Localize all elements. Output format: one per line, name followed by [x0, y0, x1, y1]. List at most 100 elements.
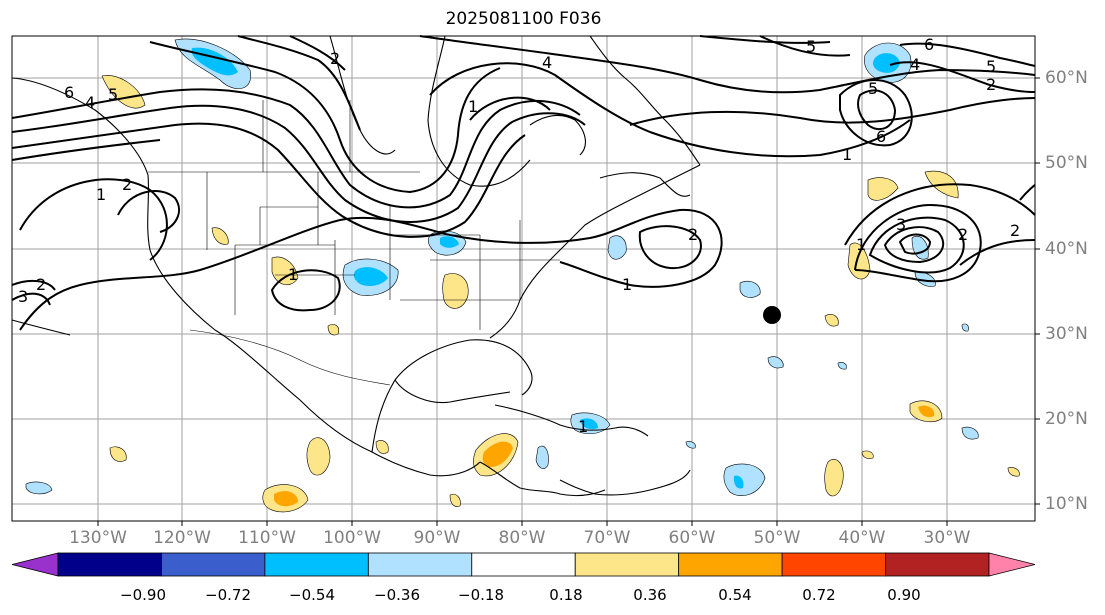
contour-label: 2 — [36, 275, 46, 294]
contour-label: 5 — [868, 79, 878, 98]
colorbar-segment — [367, 552, 473, 577]
colorbar-extend-low — [11, 552, 59, 577]
colorbar-tick-label: 0.54 — [718, 586, 752, 604]
lat-label: 10°N — [1045, 494, 1088, 514]
contour-label: 2 — [122, 175, 132, 194]
shade-blue-core — [580, 418, 598, 430]
lat-label: 40°N — [1045, 239, 1088, 259]
axis-ticks — [97, 77, 1040, 526]
lon-label: 60°W — [668, 528, 716, 548]
shade-yellow-patch — [442, 273, 469, 309]
contour-label: 3 — [18, 287, 28, 306]
colorbar-tick-label: −0.36 — [374, 586, 420, 604]
shade-blue-patch — [535, 445, 549, 469]
colorbar — [11, 552, 1036, 577]
contour-label: 2 — [1010, 221, 1020, 240]
shade-yellow-patch — [109, 446, 127, 462]
contour-label: 4 — [85, 93, 95, 112]
colorbar-segment — [161, 552, 266, 577]
coastlines — [11, 35, 701, 497]
colorbar-segment — [678, 552, 783, 577]
colorbar-tick-label: −0.90 — [120, 586, 166, 604]
colorbar-extend-high — [988, 552, 1036, 577]
contour-label: 2 — [688, 225, 698, 244]
contour-label: 5 — [108, 85, 118, 104]
shade-yellow-patch — [327, 324, 339, 336]
shade-blue-core — [353, 267, 388, 286]
contour-label: 3 — [896, 215, 906, 234]
lon-label: 130°W — [69, 528, 127, 548]
shade-blue-patch — [837, 362, 847, 370]
lon-label: 40°W — [838, 528, 886, 548]
shade-yellow-patch — [306, 437, 331, 476]
contour-label: 2 — [986, 75, 996, 94]
colorbar-segment — [574, 552, 680, 577]
contour-label: 1 — [856, 235, 866, 254]
contour-label: 4 — [542, 53, 552, 72]
contour-label: 6 — [876, 127, 886, 146]
colorbar-tick-label: −0.72 — [205, 586, 251, 604]
colorbar-segment — [57, 552, 162, 577]
shaded-field — [25, 38, 1020, 513]
shade-blue-patch — [25, 481, 53, 495]
contour-label: 4 — [910, 55, 920, 74]
shade-yellow-patch — [271, 256, 299, 286]
shade-yellow-patch — [449, 493, 461, 507]
shade-blue-patch — [723, 463, 766, 496]
colorbar-tick-label: −0.18 — [458, 586, 504, 604]
shade-blue-patch — [961, 323, 969, 332]
contour-label: 2 — [958, 225, 968, 244]
lon-label: 90°W — [413, 528, 461, 548]
lat-label: 60°N — [1045, 68, 1088, 88]
contour-label: 1 — [468, 97, 478, 116]
contour-label: 2 — [330, 49, 340, 68]
colorbar-tick-label: 0.18 — [549, 586, 583, 604]
contour-label: 1 — [96, 185, 106, 204]
shade-yellow-patch — [375, 440, 389, 454]
colorbar-segment — [781, 552, 886, 577]
lon-label: 110°W — [238, 528, 296, 548]
lon-label: 80°W — [498, 528, 546, 548]
lat-label: 50°N — [1045, 153, 1088, 173]
map-title: 2025081100 F036 — [445, 9, 602, 29]
contour-label: 6 — [924, 35, 934, 54]
shade-blue-patch — [961, 426, 979, 440]
shade-yellow-patch — [867, 177, 899, 201]
shade-blue-patch — [685, 441, 696, 449]
lat-label: 20°N — [1045, 409, 1088, 429]
colorbar-segment — [471, 552, 576, 577]
shade-blue-patch — [767, 356, 784, 369]
shade-orange-core — [482, 441, 513, 468]
shade-blue-core — [733, 475, 744, 489]
shade-blue-core — [872, 53, 900, 73]
shade-blue-core — [440, 236, 459, 248]
contour-label: 5 — [986, 57, 996, 76]
shade-blue-patch — [739, 280, 761, 298]
contour-labels: 2 1 4 5 4 6 1 2 1 2 1 5 5 6 4 6 5 2 1 1 … — [18, 35, 1020, 436]
contour-lines — [11, 35, 1036, 331]
lon-label: 50°W — [753, 528, 801, 548]
shade-yellow-patch — [824, 459, 844, 497]
storm-center-marker — [763, 306, 781, 324]
contour-label: 1 — [578, 417, 588, 436]
lon-label: 120°W — [153, 528, 211, 548]
lon-label: 70°W — [583, 528, 631, 548]
contour-label: 1 — [288, 265, 298, 284]
shade-orange-core — [918, 405, 935, 418]
shade-yellow-patch — [861, 450, 874, 459]
shade-yellow-patch — [1007, 467, 1020, 477]
lon-label: 100°W — [323, 528, 381, 548]
shade-yellow-patch — [101, 74, 146, 109]
colorbar-segment — [264, 552, 369, 577]
colorbar-segment — [885, 552, 990, 577]
lon-label: 30°W — [923, 528, 971, 548]
colorbar-tick-label: −0.54 — [289, 586, 335, 604]
contour-label: 1 — [842, 145, 852, 164]
contour-label: 6 — [64, 83, 74, 102]
lat-label: 30°N — [1045, 324, 1088, 344]
contour-label: 5 — [806, 37, 816, 56]
shade-yellow-patch — [211, 227, 229, 245]
colorbar-tick-label: 0.72 — [802, 586, 836, 604]
colorbar-tick-label: 0.36 — [633, 586, 667, 604]
